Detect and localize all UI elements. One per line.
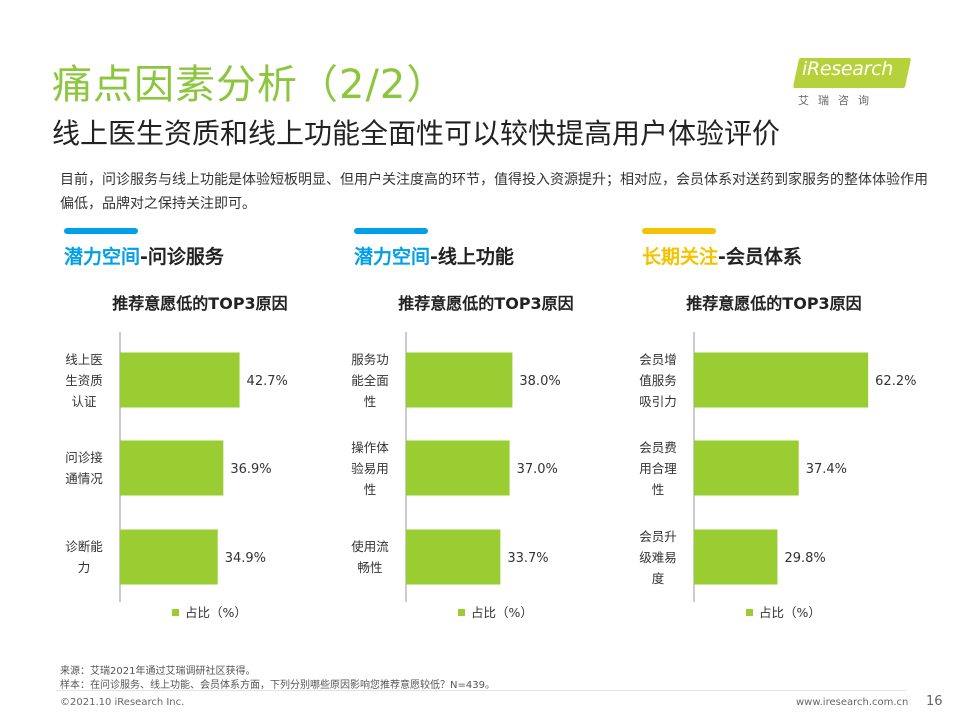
data-label: 33.7% [507, 551, 548, 566]
category-label-line: 值服务 [639, 372, 677, 388]
category-label-line: 力 [77, 560, 91, 575]
bar [120, 529, 218, 585]
category-label: 会员升 级难易度 [628, 526, 688, 589]
website: www.iresearch.com.cn [796, 697, 909, 708]
data-label: 37.0% [517, 462, 558, 477]
category-label-line: 会员增 [639, 351, 677, 367]
section-highlight: 潜力空间 [64, 246, 141, 268]
category-label-line: 使用流 [351, 539, 389, 554]
category-label-line: 认证 [71, 393, 97, 409]
legend-label: 占比（%） [471, 605, 533, 620]
bar-chart-membership: 推荐意愿低的TOP3原因 62.2% 37.4% 29.8% 会员增值服务吸引力会员费… [634, 290, 916, 621]
section-title: 潜力空间-线上功能 [354, 242, 514, 269]
legend: 占比（%） [458, 602, 533, 621]
bar [406, 440, 510, 496]
page-title: 痛点因素分析（2/2） [52, 62, 448, 108]
legend-swatch [458, 609, 465, 616]
category-label-line: 吸引力 [639, 393, 677, 409]
category-label-line: 会员费 [639, 439, 677, 455]
category-label: 线上医 生资质 认证 [54, 349, 114, 412]
page-subtitle: 线上医生资质和线上功能全面性可以较快提高用户体验评价 [52, 117, 781, 150]
legend: 占比（%） [746, 602, 821, 621]
category-label-line: 诊断能 [65, 539, 103, 554]
section-title: 长期关注-会员体系 [642, 242, 802, 269]
section-accent-bar [64, 228, 138, 234]
data-label: 37.4% [806, 462, 847, 477]
data-label: 34.9% [225, 551, 266, 566]
bar [694, 352, 869, 408]
chart-title: 推荐意愿低的TOP3原因 [398, 294, 574, 313]
sample-note: 样本：在问诊服务、线上功能、会员体系方面，下列分别哪些原因影响您推荐意愿较低？N… [60, 680, 495, 691]
category-label-line: 操作体 [351, 439, 389, 455]
category-label-line: 级难易 [639, 549, 677, 565]
category-label-line: 通情况 [65, 471, 103, 486]
section-title: 潜力空间-问诊服务 [64, 242, 224, 269]
category-label-line: 问诊接 [65, 450, 103, 465]
category-label-line: 能全面 [351, 372, 389, 388]
section-highlight: 长期关注 [642, 246, 719, 268]
legend-label: 占比（%） [185, 605, 247, 620]
category-label-line: 性 [363, 393, 377, 409]
section-rest: -会员体系 [718, 246, 802, 268]
chart-title: 推荐意愿低的TOP3原因 [112, 294, 288, 313]
bar [694, 440, 799, 496]
legend-swatch [746, 609, 753, 616]
bar [120, 352, 240, 408]
category-label-line: 畅性 [357, 560, 383, 575]
bar [406, 352, 513, 408]
category-label-line: 线上医 [65, 351, 103, 367]
data-label: 36.9% [230, 462, 271, 477]
bar [120, 440, 224, 496]
category-label-line: 验易用 [351, 460, 389, 476]
category-label-line: 度 [651, 570, 665, 586]
legend-label: 占比（%） [759, 605, 821, 620]
data-label: 42.7% [247, 374, 288, 389]
page-number: 16 [926, 694, 943, 709]
category-label-line: 服务功 [351, 351, 389, 367]
section-highlight: 潜力空间 [354, 246, 431, 268]
chart-title: 推荐意愿低的TOP3原因 [686, 294, 862, 313]
iresearch-logo: iResearch 艾瑞咨询 [792, 50, 916, 110]
section-rest: -问诊服务 [140, 246, 224, 268]
logo-text: iResearch [802, 58, 894, 80]
bar-chart-online-features: 推荐意愿低的TOP3原因 38.0% 37.0% 33.7% 服务功 能全面性操作体 验易… [346, 290, 626, 620]
bar [406, 529, 501, 585]
category-label-line: 用合理 [639, 460, 677, 476]
chart-plot: 42.7% 36.9% 34.9% [119, 332, 288, 602]
category-label-line: 会员升 [639, 528, 677, 544]
bar-chart-consultation: 推荐意愿低的TOP3原因 42.7% 36.9% 34.9% 线上医生资质认证问诊接通… [60, 290, 340, 620]
data-label: 62.2% [875, 374, 916, 389]
source-note: 来源：艾瑞2021年通过艾瑞调研社区获得。 [60, 666, 256, 677]
legend-swatch [172, 609, 179, 616]
chart-plot: 62.2% 37.4% 29.8% [693, 332, 916, 602]
category-label: 问诊接 通情况 [54, 447, 114, 489]
category-label: 会员增 值服务 吸引力 [628, 349, 688, 412]
legend: 占比（%） [172, 602, 247, 621]
copyright: ©2021.10 iResearch Inc. [60, 697, 185, 708]
category-label: 使用流 畅性 [340, 536, 400, 578]
section-accent-bar [354, 228, 428, 234]
data-label: 38.0% [519, 374, 560, 389]
data-label: 29.8% [784, 551, 825, 566]
category-label: 操作体 验易用性 [340, 437, 400, 500]
bar [694, 529, 778, 585]
category-label-line: 性 [651, 481, 665, 497]
footer-divider [56, 690, 906, 691]
category-label: 诊断能力 [54, 536, 114, 578]
chart-plot: 38.0% 37.0% 33.7% [405, 332, 561, 602]
category-label-line: 生资质 [65, 372, 103, 388]
category-label: 服务功 能全面性 [340, 349, 400, 412]
section-rest: -线上功能 [430, 246, 514, 268]
category-label-line: 性 [363, 481, 377, 497]
intro-paragraph: 目前，问诊服务与线上功能是体验短板明显、但用户关注度高的环节，值得投入资源提升；… [60, 172, 928, 212]
section-accent-bar [642, 228, 716, 234]
logo-subtext: 艾瑞咨询 [798, 94, 878, 107]
category-label: 会员费 用合理性 [628, 437, 688, 500]
